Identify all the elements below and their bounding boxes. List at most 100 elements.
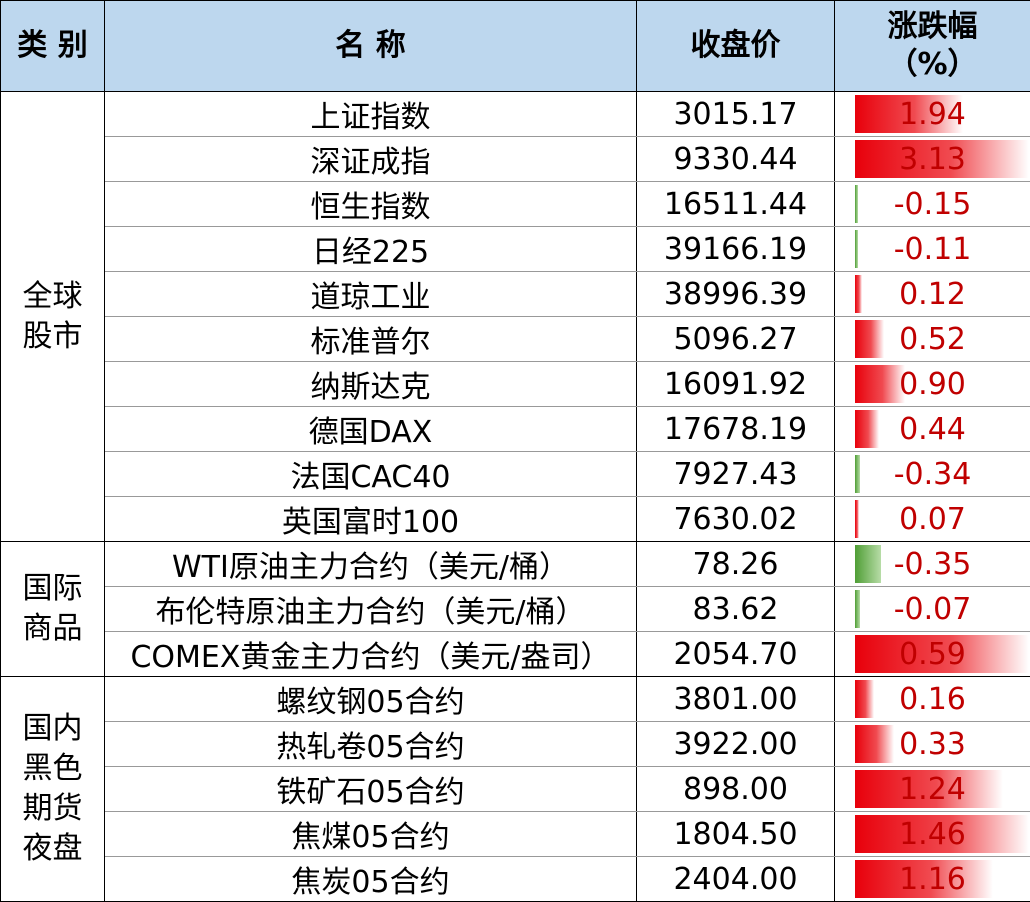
instrument-name: 铁矿石05合约 [105,767,637,812]
header-close: 收盘价 [637,1,835,92]
category-line: 期货 [1,789,104,829]
change-value: 0.16 [899,682,966,717]
change-cell: 0.44 [835,407,1030,452]
instrument-name: 德国DAX [105,407,637,452]
change-value: 0.52 [899,322,966,357]
header-category: 类 别 [1,1,105,92]
instrument-name: 布伦特原油主力合约（美元/桶） [105,587,637,632]
change-bar-down [855,590,860,628]
change-cell: 0.16 [835,677,1030,722]
instrument-name: 螺纹钢05合约 [105,677,637,722]
close-price: 16091.92 [637,362,835,407]
change-value: 0.59 [899,637,966,672]
close-price: 2054.70 [637,632,835,677]
category-line: 全球 [1,277,104,317]
close-price: 3801.00 [637,677,835,722]
change-value: 1.24 [899,772,966,807]
change-value: 0.44 [899,412,966,447]
change-cell: 0.07 [835,497,1030,542]
change-value: -0.35 [894,547,972,582]
header-change: 涨跌幅 （%） [835,1,1030,92]
change-bar-up [855,725,894,763]
change-value: -0.15 [894,187,972,222]
instrument-name: COMEX黄金主力合约（美元/盎司） [105,632,637,677]
category-line: 夜盘 [1,829,104,869]
table-row: 布伦特原油主力合约（美元/桶）83.62 -0.07 [1,587,1030,632]
change-cell: -0.35 [835,542,1030,587]
category-line: 国际 [1,569,104,609]
category-cell: 国内黑色期货夜盘 [1,677,105,902]
instrument-name: 法国CAC40 [105,452,637,497]
change-cell: 0.33 [835,722,1030,767]
change-bar-down [855,455,860,493]
close-price: 3922.00 [637,722,835,767]
table-row: COMEX黄金主力合约（美元/盎司）2054.70 0.59 [1,632,1030,677]
instrument-name: 深证成指 [105,137,637,182]
change-bar-up [855,320,884,358]
close-price: 2404.00 [637,857,835,902]
category-line: 股市 [1,317,104,357]
category-line: 黑色 [1,749,104,789]
header-change-line2: （%） [835,46,1030,84]
close-price: 9330.44 [637,137,835,182]
change-value: 0.90 [899,367,966,402]
close-price: 5096.27 [637,317,835,362]
instrument-name: 热轧卷05合约 [105,722,637,767]
change-value: 1.16 [899,862,966,897]
close-price: 83.62 [637,587,835,632]
close-price: 17678.19 [637,407,835,452]
change-bar-up [855,500,859,538]
category-cell: 全球股市 [1,92,105,542]
change-value: 0.33 [899,727,966,762]
change-cell: 1.94 [835,92,1030,137]
close-price: 78.26 [637,542,835,587]
header-change-line1: 涨跌幅 [835,8,1030,46]
change-value: -0.07 [894,592,972,627]
change-bar-up [855,365,905,403]
close-price: 7630.02 [637,497,835,542]
instrument-name: 上证指数 [105,92,637,137]
change-cell: 1.16 [835,857,1030,902]
instrument-name: 道琼工业 [105,272,637,317]
instrument-name: 焦炭05合约 [105,857,637,902]
close-price: 38996.39 [637,272,835,317]
close-price: 39166.19 [637,227,835,272]
close-price: 7927.43 [637,452,835,497]
instrument-name: 恒生指数 [105,182,637,227]
close-price: 898.00 [637,767,835,812]
change-bar-down [855,230,858,268]
change-value: 3.13 [899,142,966,177]
change-bar-down [855,185,858,223]
change-cell: 1.46 [835,812,1030,857]
change-cell: 0.90 [835,362,1030,407]
change-bar-up [855,680,874,718]
instrument-name: 焦煤05合约 [105,812,637,857]
header-name: 名 称 [105,1,637,92]
change-cell: -0.07 [835,587,1030,632]
change-cell: 0.59 [835,632,1030,677]
change-value: -0.11 [894,232,972,267]
close-price: 3015.17 [637,92,835,137]
close-price: 1804.50 [637,812,835,857]
close-price: 16511.44 [637,182,835,227]
header-row: 类 别 名 称 收盘价 涨跌幅 （%） [1,1,1030,92]
category-line: 商品 [1,609,104,649]
change-cell: 3.13 [835,137,1030,182]
category-cell: 国际商品 [1,542,105,677]
instrument-name: WTI原油主力合约（美元/桶） [105,542,637,587]
